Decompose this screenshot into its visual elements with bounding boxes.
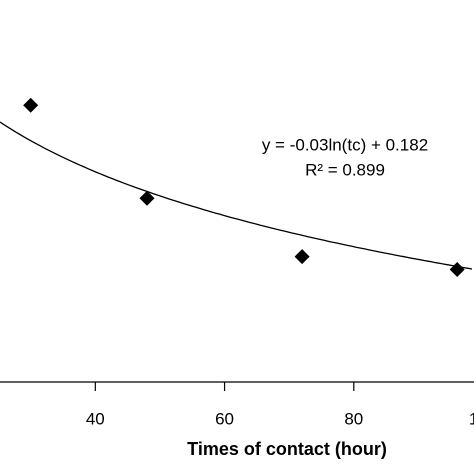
r-squared: R² = 0.899 — [305, 160, 385, 179]
x-tick-label: 80 — [344, 409, 363, 428]
marker — [449, 262, 465, 278]
marker — [23, 97, 39, 113]
x-tick-label: 40 — [86, 409, 105, 428]
x-axis-title: Times of contact (hour) — [187, 439, 387, 459]
equation: y = -0.03ln(tc) + 0.182 — [262, 135, 428, 154]
marker — [294, 249, 310, 265]
trendline — [0, 121, 473, 270]
marker — [139, 190, 155, 206]
x-tick-label: 100 — [469, 409, 474, 428]
x-tick-label: 60 — [215, 409, 234, 428]
